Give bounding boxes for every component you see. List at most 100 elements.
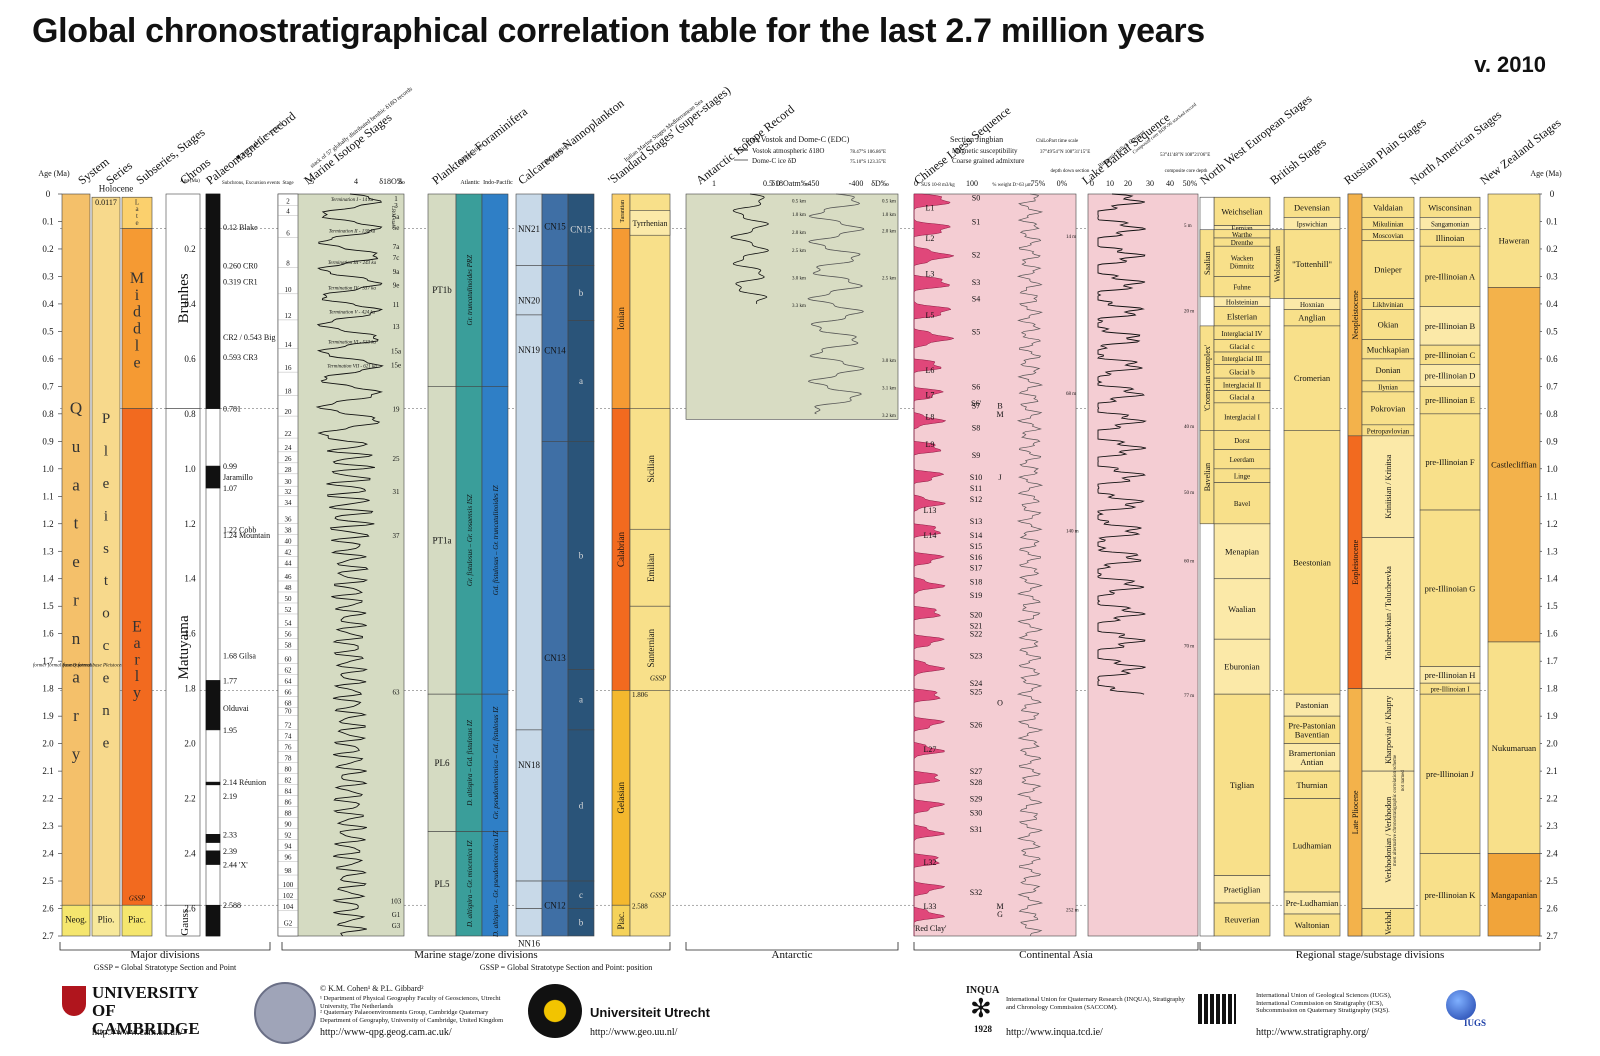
subseries-early-label: E — [132, 619, 142, 636]
chron-tick-label: 2.4 — [184, 849, 196, 859]
antarctic-depth-label: 1.0 km — [792, 213, 806, 218]
iugs-link[interactable]: http://www.stratigraphy.org/ — [1256, 1027, 1369, 1038]
mis-stage-label: 12 — [285, 312, 293, 320]
north-america-stage — [1419, 306, 1481, 346]
nw-europe-stage-label: Eemian — [1231, 225, 1253, 233]
mis-stage-label: 58 — [285, 642, 293, 650]
cambridge-quaternary-logo-icon — [254, 982, 316, 1044]
nanno-sub-label: c — [579, 890, 583, 900]
foram-zone-label: PT1a — [433, 535, 452, 545]
palaeomag-event-label: 0.12 Blake — [223, 223, 258, 232]
footer-group-bracket — [913, 942, 1199, 951]
palaeomag-event-label: 2.14 Réunion — [223, 778, 266, 787]
age-tick-label: 1.2 — [42, 519, 53, 529]
north-america-stage-label: pre-Illinoian H — [1425, 670, 1476, 680]
qpg-link[interactable]: http://www-qpg.geog.cam.ac.uk/ — [320, 1027, 452, 1038]
column-header: Chinese Loess Sequence — [911, 103, 1013, 187]
loess-depth-label: 14 m — [1066, 235, 1076, 240]
standard-italian-stage — [629, 528, 671, 607]
loess-unit-label: L1 — [926, 204, 935, 213]
age-tick-label: 2.6 — [42, 904, 54, 914]
subseries-middle-label: l — [135, 338, 140, 355]
footer-group-bracket — [685, 942, 899, 951]
nanno-nn-label: NN19 — [518, 345, 540, 355]
age-axis-label: Age (Ma) — [38, 169, 70, 178]
mis-stage-label: 88 — [285, 809, 293, 817]
mis-odd-label: G3 — [392, 922, 401, 930]
loess-magnetic-letter: J — [998, 473, 1001, 482]
nanno-sub-label: a — [579, 695, 583, 705]
inqua-year: 1928 — [974, 1024, 992, 1034]
mis-termination-label: Termination I - 14 ka — [331, 198, 374, 203]
mis-stage-label: 22 — [285, 430, 293, 438]
inqua-link[interactable]: http://www.inqua.tcd.ie/ — [1006, 1027, 1103, 1038]
chron-tick-label: 1.0 — [184, 464, 196, 474]
russian-stage-label: Verkhd. — [1384, 910, 1393, 935]
utrecht-link[interactable]: http://www.geo.uu.nl/ — [590, 1027, 678, 1038]
north-america-stage-label: Sangamonian — [1431, 221, 1470, 229]
north-america-stage-label: pre-Illinoian I — [1430, 686, 1470, 694]
age-tick-label: 1.9 — [1546, 711, 1558, 721]
antarctic-axis-label: -400 — [849, 179, 864, 188]
baikal-axis-label: 0 — [1090, 179, 1094, 188]
nw-europe-stage-label: Elsterian — [1227, 311, 1258, 321]
palaeomag-event-label: 0.260 CR0 — [223, 261, 258, 270]
footer-group-label: Antarctic — [772, 949, 813, 961]
age-tick-label: 1.5 — [1546, 601, 1558, 611]
foram-indo-zone-label: Gd. fistulosus – Gr. truncatulinoides IZ — [492, 485, 500, 595]
british-stage-label: Hoxnian — [1300, 301, 1325, 309]
palaeomag-event-label: Olduvai — [223, 704, 250, 713]
age-tick-label: 1.3 — [42, 546, 54, 556]
antarctic-depth-label: 3.0 km — [882, 359, 896, 364]
british-stage-label: "Tottenhill" — [1292, 259, 1332, 269]
nanno-sub-label: b — [579, 550, 584, 560]
chron-gauss-label: Gauss — [179, 909, 191, 936]
russian-side-label: Neopleistocene — [1351, 290, 1360, 340]
cambridge-link[interactable]: http://www.cam.ac.uk/ — [92, 1027, 183, 1038]
age-tick-label: 1.8 — [42, 684, 54, 694]
foram-atlantic-zone-label: Gr. truncatulinoides PRZ — [466, 255, 474, 326]
british-stage-label: Ludhamian — [1293, 840, 1332, 850]
mis-stage-label: 78 — [285, 754, 293, 762]
age-tick-label: 1.4 — [1546, 574, 1558, 584]
subseries-middle-label: d — [133, 304, 141, 321]
loess-unit-label: S12 — [970, 495, 982, 504]
age-tick-label: 0.4 — [42, 299, 54, 309]
age-tick-label: 0.3 — [42, 271, 54, 281]
loess-header-2: ChiLoPart time scale — [1036, 139, 1079, 144]
mis-odd-label: 7a — [393, 243, 401, 251]
series-pliocene — [91, 904, 121, 937]
foram-indo-zone — [481, 693, 509, 832]
system-quaternary-label: n — [72, 629, 81, 648]
foram-atlantic-zone-label: D. altispira – Gd. fistulosus IZ — [466, 720, 474, 807]
mis-odd-label: 31 — [393, 488, 401, 496]
subseries-middle-label: M — [130, 270, 144, 287]
series-note: former formal base Pleistocene 1948-2009 — [63, 664, 149, 669]
mis-odd-label: 5e — [393, 224, 400, 232]
foram-indo-zone — [481, 386, 509, 695]
loess-unit-label: S30 — [970, 808, 982, 817]
mis-odd-label: 3 — [394, 202, 398, 210]
loess-unit-label: L27 — [924, 745, 937, 754]
loess-unit-label: L14 — [924, 531, 937, 540]
age-tick-label: 0.2 — [1546, 244, 1557, 254]
subseries-early-label: l — [135, 668, 140, 685]
foram-atlantic-zone-label: D. altispira – Gr. miocenica IZ — [466, 840, 474, 928]
subseries-middle-label: i — [135, 287, 140, 304]
new-zealand-stage-label: Castlecliffian — [1491, 460, 1537, 470]
mis-isotope-curve — [315, 193, 384, 937]
loess-unit-label: S10 — [970, 473, 982, 482]
mis-stage-label: 26 — [285, 455, 293, 463]
baikal-coords: 53°41'48"N 108°21'06"E — [1160, 153, 1210, 158]
baikal-depth-label: 70 m — [1184, 645, 1194, 650]
loess-unit-label: S25 — [970, 687, 982, 696]
credits-affiliation-1: ¹ Department of Physical Geography Facul… — [320, 995, 501, 1010]
palaeomag-event-label: 2.19 — [223, 792, 237, 801]
loess-unit-label: S32 — [970, 888, 982, 897]
baikal-axis-label: 40 — [1166, 179, 1174, 188]
loess-axis-label: % weight D>63 μm — [992, 183, 1032, 188]
age-tick-label: 0.5 — [42, 326, 54, 336]
age-tick-label: 1.1 — [42, 491, 53, 501]
age-tick-label: 0.4 — [1546, 299, 1558, 309]
russian-stage-label: Kriniisian / Krinitsa — [1384, 454, 1393, 518]
